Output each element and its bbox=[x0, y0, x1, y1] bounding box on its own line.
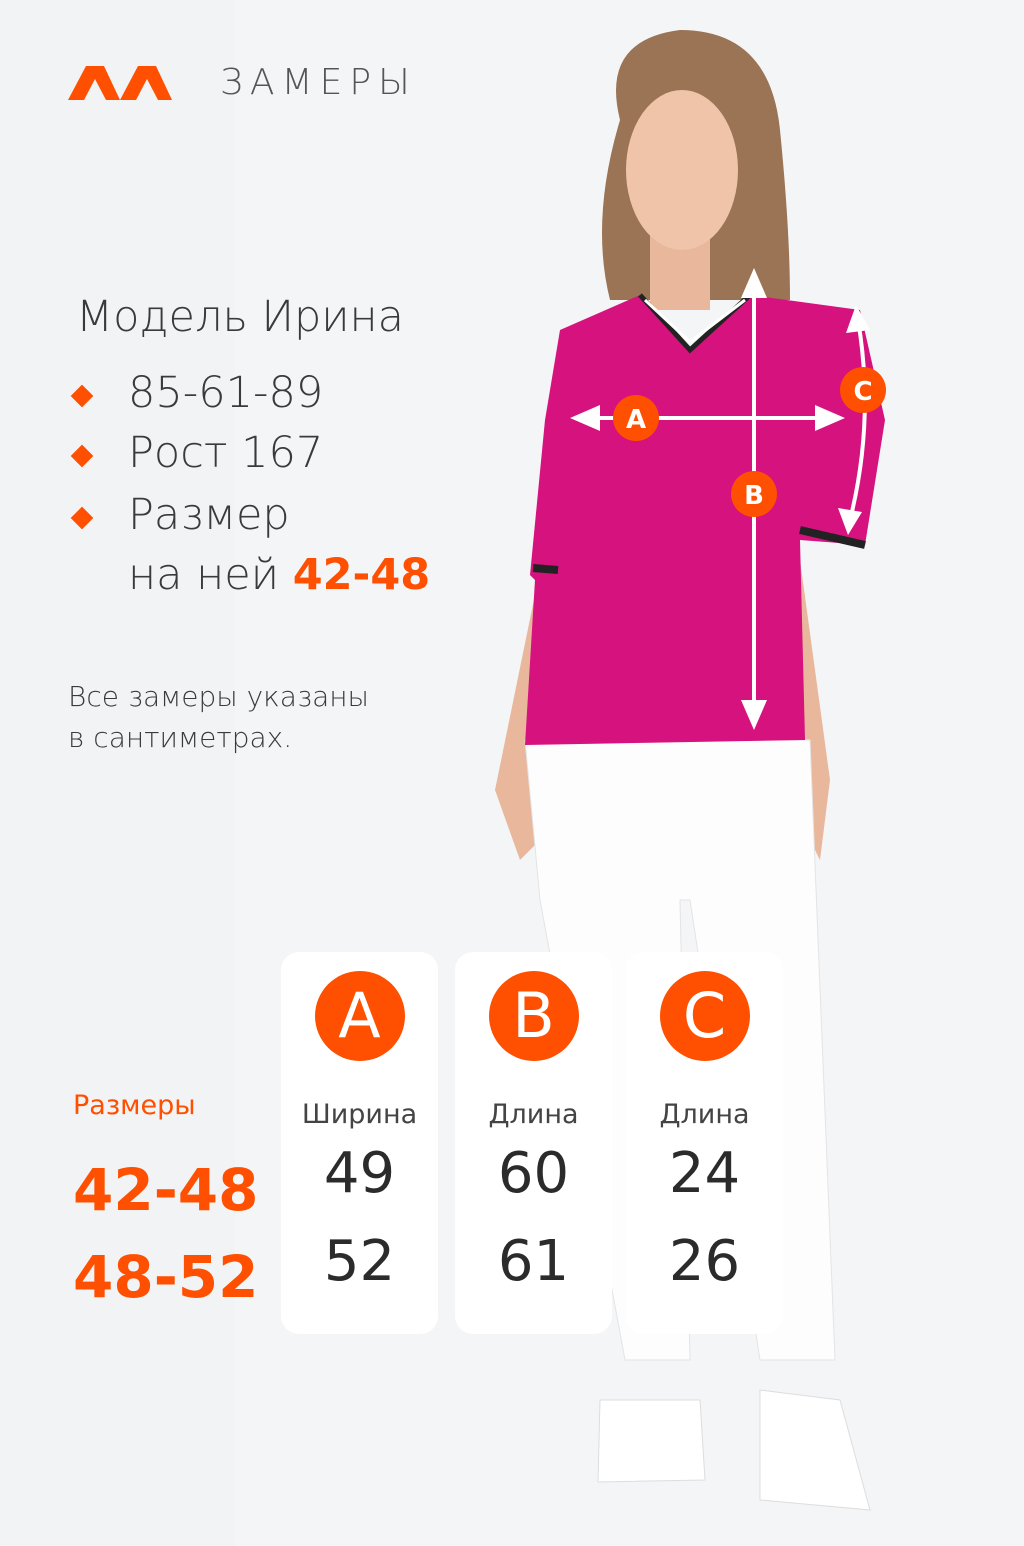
units-note: Все замеры указаны в сантиметрах. bbox=[68, 680, 369, 754]
measure-label: Длина bbox=[488, 1099, 579, 1130]
marker-a bbox=[613, 395, 659, 441]
size-row-2: 48-52 bbox=[73, 1243, 259, 1311]
measure-value: 24 bbox=[668, 1141, 741, 1206]
size-row-1: 42-48 bbox=[73, 1156, 259, 1224]
sizes-label: Размеры bbox=[73, 1090, 196, 1121]
measure-card-a: A Ширина 49 52 bbox=[281, 952, 438, 1334]
measure-value: 60 bbox=[497, 1141, 570, 1206]
measure-card-c: C Длина 24 26 bbox=[626, 952, 783, 1334]
marker-c-label: C bbox=[853, 377, 872, 407]
model-name: Модель Ирина bbox=[76, 292, 405, 342]
measure-value: 52 bbox=[323, 1229, 396, 1294]
letter-badge: B bbox=[488, 971, 579, 1061]
model-size-value: 42-48 bbox=[292, 550, 431, 600]
marker-c bbox=[840, 367, 886, 413]
measure-value: 26 bbox=[668, 1229, 741, 1294]
marker-b bbox=[731, 471, 777, 517]
measure-label: Ширина bbox=[301, 1099, 418, 1130]
marker-b-label: B bbox=[744, 481, 764, 511]
marker-a-label: A bbox=[626, 405, 646, 435]
letter-badge: C bbox=[659, 971, 750, 1061]
letter-badge: A bbox=[314, 971, 405, 1061]
measure-label: Длина bbox=[659, 1099, 750, 1130]
measure-value: 49 bbox=[323, 1141, 396, 1206]
page-heading: ЗАМЕРЫ bbox=[220, 62, 417, 103]
brand-logo bbox=[68, 66, 172, 100]
measure-card-b: B Длина 60 61 bbox=[455, 952, 612, 1334]
measure-value: 61 bbox=[497, 1229, 570, 1294]
